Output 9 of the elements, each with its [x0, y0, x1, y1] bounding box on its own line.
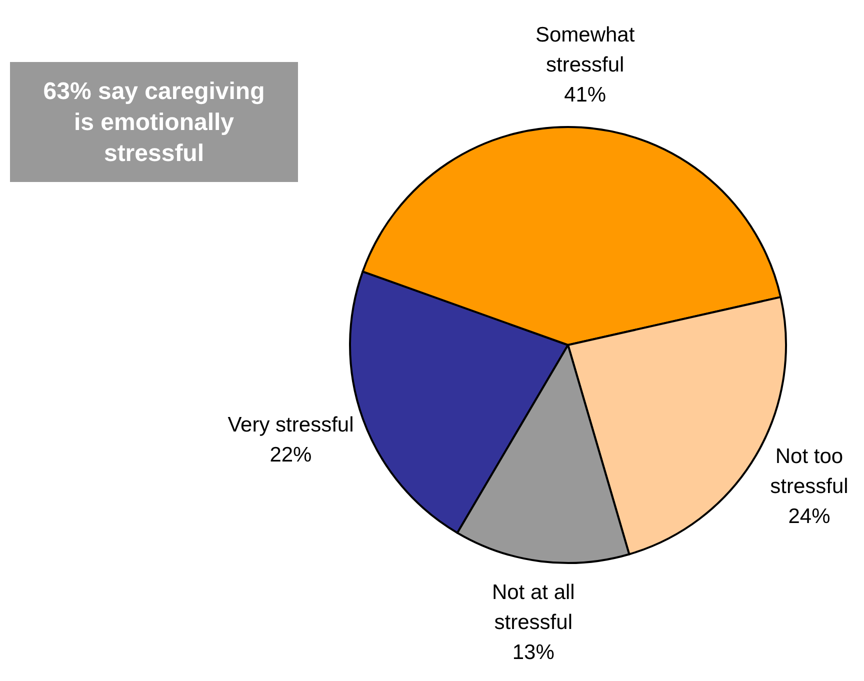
- slice-label: Very stressful: [228, 413, 354, 436]
- slice-label: Not at all stressful: [492, 580, 575, 634]
- slice-label: Not too stressful: [770, 445, 848, 498]
- text: 63% say caregiving is emotionally stressful: [10, 62, 298, 182]
- data-label: 24%: [788, 505, 830, 528]
- data-label: 22%: [270, 443, 312, 466]
- data-label: 13%: [512, 640, 554, 664]
- slice-label: Somewhat stressful: [535, 24, 635, 77]
- data-label: 41%: [564, 84, 606, 107]
